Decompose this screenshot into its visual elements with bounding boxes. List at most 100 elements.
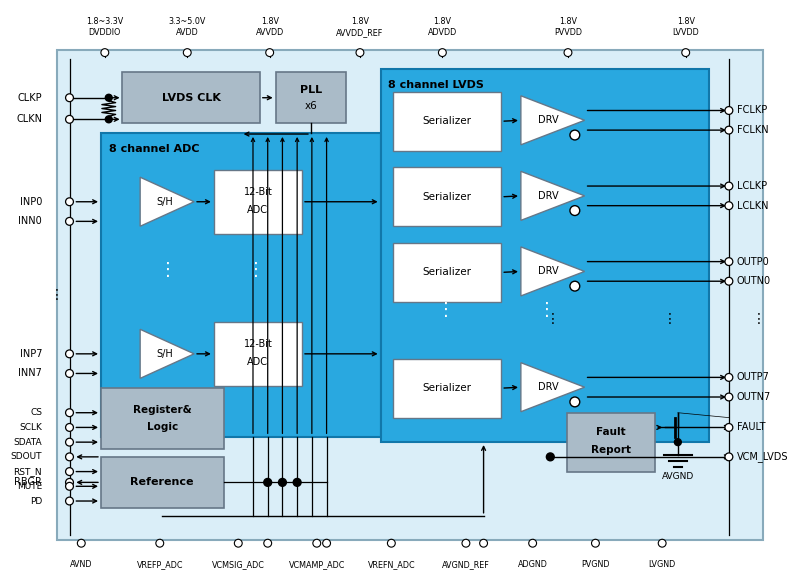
Text: Logic: Logic [146, 423, 178, 432]
Bar [567, 413, 655, 472]
Text: 12-Bit: 12-Bit [243, 187, 272, 197]
Text: FCLKP: FCLKP [737, 105, 767, 115]
Text: SDOUT: SDOUT [10, 452, 42, 461]
Circle shape [266, 49, 274, 56]
Circle shape [66, 94, 74, 101]
Circle shape [66, 409, 74, 417]
Text: INN7: INN7 [18, 369, 42, 379]
Circle shape [322, 539, 330, 547]
Circle shape [725, 393, 733, 401]
Text: Serializer: Serializer [422, 192, 472, 202]
Circle shape [682, 49, 690, 56]
Circle shape [725, 126, 733, 134]
Circle shape [183, 49, 191, 56]
Circle shape [570, 281, 580, 291]
Circle shape [66, 370, 74, 377]
Text: S/H: S/H [156, 197, 173, 207]
Text: OUTN0: OUTN0 [737, 276, 771, 286]
Circle shape [591, 539, 599, 547]
Bar [394, 92, 502, 151]
Circle shape [66, 198, 74, 206]
Text: DRV: DRV [538, 382, 558, 392]
Circle shape [658, 539, 666, 547]
Text: 1.8V
ADVDD: 1.8V ADVDD [428, 18, 457, 37]
Bar [101, 388, 223, 449]
Circle shape [106, 116, 112, 122]
Text: DRV: DRV [538, 115, 558, 125]
Circle shape [66, 497, 74, 505]
Circle shape [66, 424, 74, 431]
Text: Serializer: Serializer [422, 383, 472, 393]
Text: Report: Report [591, 445, 631, 455]
Text: Register&: Register& [133, 405, 191, 415]
Text: AVND: AVND [70, 560, 93, 570]
Text: ⋮: ⋮ [663, 312, 677, 326]
Text: CS: CS [30, 408, 42, 417]
Circle shape [725, 453, 733, 461]
Circle shape [570, 206, 580, 216]
Text: ADGND: ADGND [518, 560, 547, 570]
Circle shape [66, 350, 74, 358]
Text: DRV: DRV [538, 191, 558, 201]
Circle shape [264, 478, 272, 486]
Circle shape [66, 217, 74, 225]
Bar [57, 50, 763, 540]
Circle shape [725, 277, 733, 285]
Text: ⋮: ⋮ [438, 301, 455, 319]
Text: 1.8V
AVVDD_REF: 1.8V AVVDD_REF [336, 18, 383, 37]
Text: Fault: Fault [596, 427, 626, 437]
Circle shape [462, 539, 470, 547]
Text: CLKN: CLKN [16, 114, 42, 124]
Text: ⋮: ⋮ [751, 312, 766, 326]
Circle shape [725, 202, 733, 210]
Circle shape [725, 373, 733, 381]
Bar [394, 359, 502, 418]
Polygon shape [140, 177, 194, 226]
Text: 1.8~3.3V
DVDDIO: 1.8~3.3V DVDDIO [86, 18, 123, 37]
Circle shape [725, 182, 733, 190]
Text: VCMSIG_ADC: VCMSIG_ADC [212, 560, 265, 570]
Text: RBGR: RBGR [14, 478, 42, 488]
Text: OUTP7: OUTP7 [737, 372, 770, 383]
Text: LCLKN: LCLKN [737, 200, 768, 211]
Text: INP0: INP0 [20, 197, 42, 207]
Text: INP7: INP7 [19, 349, 42, 359]
Text: LVDS CLK: LVDS CLK [162, 93, 221, 103]
Text: SDATA: SDATA [14, 438, 42, 447]
Circle shape [106, 94, 112, 101]
Text: AVGND: AVGND [662, 472, 694, 481]
Text: ⋮: ⋮ [158, 261, 177, 280]
Circle shape [570, 130, 580, 140]
Circle shape [156, 539, 164, 547]
Text: MUTE: MUTE [17, 482, 42, 491]
Text: 8 channel ADC: 8 channel ADC [109, 144, 199, 154]
Text: Serializer: Serializer [422, 116, 472, 127]
Text: ADC: ADC [247, 205, 268, 214]
Circle shape [264, 539, 272, 547]
Polygon shape [521, 96, 585, 145]
Circle shape [66, 453, 74, 461]
Circle shape [294, 478, 301, 486]
Polygon shape [521, 171, 585, 220]
Text: 1.8V
AVVDD: 1.8V AVVDD [255, 18, 284, 37]
Bar [381, 69, 710, 442]
Polygon shape [521, 363, 585, 412]
Text: 1.8V
LVVDD: 1.8V LVVDD [672, 18, 699, 37]
Text: VREFN_ADC: VREFN_ADC [367, 560, 415, 570]
Circle shape [66, 478, 74, 486]
Circle shape [725, 107, 733, 114]
Text: PVGND: PVGND [581, 560, 610, 570]
Circle shape [570, 397, 580, 407]
Bar [394, 168, 502, 226]
Polygon shape [521, 247, 585, 296]
Text: VCMAMP_ADC: VCMAMP_ADC [289, 560, 345, 570]
Circle shape [546, 453, 554, 461]
Bar [394, 243, 502, 302]
Text: ADC: ADC [247, 357, 268, 367]
Circle shape [387, 539, 395, 547]
Text: PLL: PLL [300, 85, 322, 95]
Circle shape [101, 49, 109, 56]
Circle shape [529, 539, 537, 547]
Bar [101, 457, 223, 508]
Circle shape [66, 115, 74, 123]
